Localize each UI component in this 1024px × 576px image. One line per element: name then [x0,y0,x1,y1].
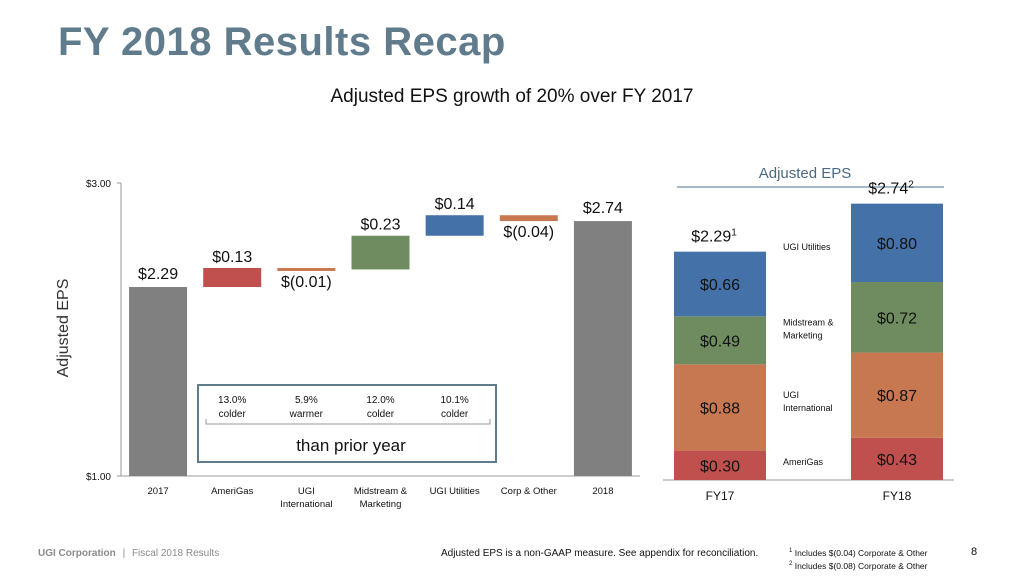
footnote-1: 1 Includes $(0.04) Corporate & Other [789,548,927,558]
waterfall-data-label: $0.13 [212,249,252,266]
waterfall-data-label: $0.14 [435,196,475,213]
stacked-total-label: $2.742 [868,180,914,198]
waterfall-category-label: 2017 [148,486,169,497]
waterfall-bar [277,267,336,271]
waterfall-data-label: $2.74 [583,200,623,217]
stacked-segment [674,450,766,480]
waterfall-category-label: 2018 [592,486,613,497]
stacked-segment [674,251,766,317]
stacked-series-label: UGI [783,390,799,400]
waterfall-category-label: Corp & Other [501,486,557,497]
stacked-segment-label: $0.80 [877,236,917,253]
weather-percent: 12.0% [366,395,394,406]
waterfall-category-label: International [280,499,332,510]
stacked-segment-label: $0.43 [877,452,917,469]
footer-company: UGI Corporation [38,548,116,559]
weather-label: colder [219,409,247,420]
page-number: 8 [971,546,978,558]
stacked-series-label: UGI Utilities [783,242,831,252]
stacked-total-footnote: 1 [731,228,737,239]
waterfall-y-tick-label: $3.00 [86,179,111,190]
footer-separator: | [122,548,126,559]
weather-percent: 10.1% [440,395,468,406]
stacked-segment-label: $0.30 [700,458,740,475]
waterfall-bar [425,215,484,236]
charts-area: $3.00 $1.00 Adjusted EPS $2.29 2017 $0.13 Amer… [55,165,954,510]
footer-left: UGI Corporation | Fiscal 2018 Results [38,548,219,559]
stacked-total-label: $2.291 [691,228,737,246]
footer-document: Fiscal 2018 Results [131,548,220,559]
stacked-category-label: FY18 [883,489,912,503]
stacked-segment-label: $0.49 [700,333,740,350]
page-subtitle: Adjusted EPS growth of 20% over FY 2017 [330,86,694,107]
waterfall-bar [129,287,188,476]
stacked-segment [851,352,943,438]
waterfall-category-label: Midstream & [354,486,408,497]
weather-annotation-box [197,384,497,463]
waterfall-category-label: UGI Utilities [430,486,480,497]
stacked-segment-label: $0.72 [877,310,917,327]
weather-percent: 5.9% [295,395,318,406]
footnote-1-mark: 1 [789,548,793,554]
weather-label: colder [367,409,395,420]
stacked-segment [851,437,943,480]
stacked-segment [851,282,943,353]
weather-caption: than prior year [296,436,406,455]
footnote-2-text: Includes $(0.08) Corporate & Other [794,561,928,571]
stacked-chart-title: Adjusted EPS [759,165,852,182]
waterfall-category-label: UGI [298,486,315,497]
footnote-1-text: Includes $(0.04) Corporate & Other [794,548,928,558]
stacked-series-label: Midstream & [783,317,834,327]
waterfall-category-label: Marketing [360,499,402,510]
stacked-segment [851,203,943,283]
waterfall-data-label: $(0.04) [503,224,554,241]
footnote-2-mark: 2 [789,561,793,567]
weather-bracket [205,419,491,425]
stacked-total-footnote: 2 [908,180,914,191]
stacked-segment-label: $0.87 [877,388,917,405]
stacked-series-label: Marketing [783,330,823,340]
waterfall-bar [499,215,558,222]
waterfall-category-label: AmeriGas [211,486,253,497]
footnote-2: 2 Includes $(0.08) Corporate & Other [789,561,927,571]
stacked-series-label: AmeriGas [783,457,824,467]
stacked-segment-label: $0.88 [700,400,740,417]
stacked-segment [674,316,766,365]
stacked-segment [674,364,766,451]
weather-label: colder [441,409,469,420]
stacked-category-label: FY17 [706,489,735,503]
page-title: FY 2018 Results Recap [58,20,506,64]
waterfall-bar [203,267,262,288]
waterfall-bar [573,221,632,476]
waterfall-data-label: $(0.01) [281,274,332,291]
stacked-segment-label: $0.66 [700,277,740,294]
stacked-series-label: International [783,403,833,413]
waterfall-y-tick-label: $1.00 [86,472,111,483]
waterfall-y-axis-label: Adjusted EPS [55,279,72,378]
waterfall-data-label: $2.29 [138,266,178,283]
waterfall-bar [351,235,410,270]
waterfall-data-label: $0.23 [360,217,400,234]
weather-label: warmer [289,409,324,420]
footer-note: Adjusted EPS is a non-GAAP measure. See … [441,548,759,559]
weather-percent: 13.0% [218,395,246,406]
